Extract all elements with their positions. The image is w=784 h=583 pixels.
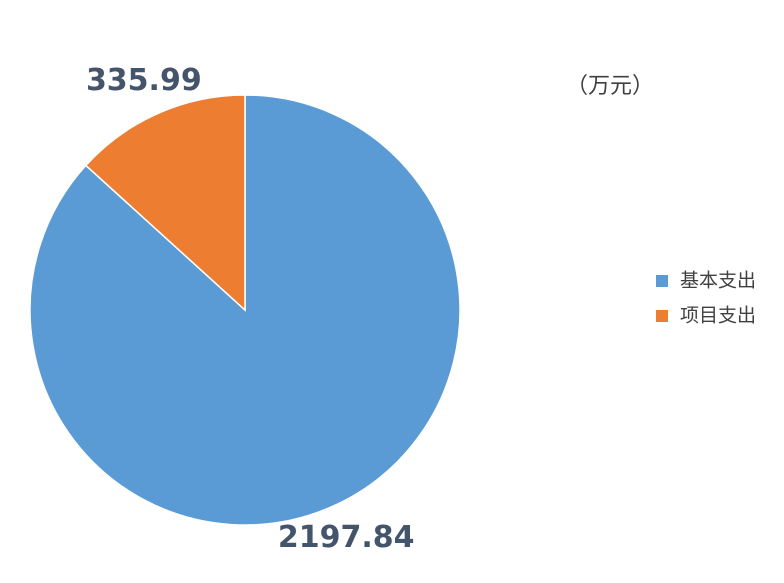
unit-label: （万元） [566, 74, 654, 99]
legend-swatch [656, 310, 668, 322]
legend-label: 项目支出 [680, 305, 756, 327]
data-label: 2197.84 [278, 520, 415, 555]
pie-slice [29, 94, 461, 526]
data-label: 335.99 [86, 63, 202, 98]
legend-swatch [656, 275, 668, 287]
legend-label: 基本支出 [680, 270, 756, 292]
pie-slice [84, 94, 246, 312]
